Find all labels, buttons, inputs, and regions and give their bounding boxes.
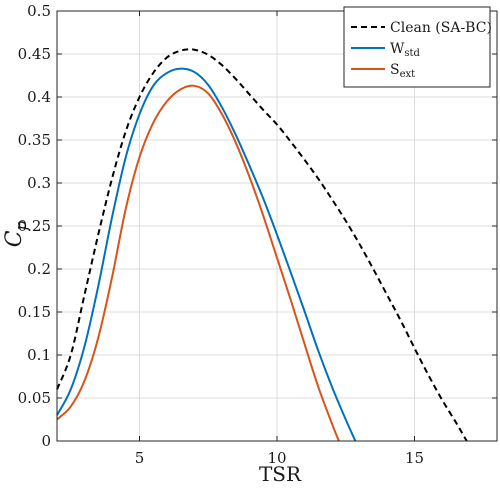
legend-label-wstd-sub: std	[404, 48, 420, 59]
tick-labels: 5 10 15 0 0.05 0.1 0.15 0.2 0.25 0.3 0.35 0.4 0.45 0.…	[18, 2, 424, 467]
legend-label-wstd: Wstd	[390, 41, 421, 59]
legend-entry-clean: Clean (SA-BC)	[351, 20, 492, 36]
x-tick-label-2: 15	[405, 449, 424, 467]
y-tick-label-2: 0.1	[27, 346, 51, 364]
x-tick-label-0: 5	[135, 449, 145, 467]
y-tick-label-1: 0.05	[18, 389, 51, 407]
y-tick-label-10: 0.5	[27, 2, 51, 20]
legend-label-sext: Sext	[390, 62, 415, 80]
legend-entry-sext: Sext	[351, 62, 415, 80]
y-axis-label-sub: p	[12, 220, 30, 230]
series-line-1	[56, 67, 357, 442]
y-axis-label-main: C	[2, 230, 27, 247]
y-tick-label-0: 0	[41, 432, 51, 450]
y-axis-label: Cp	[2, 220, 30, 247]
y-tick-label-5: 0.25	[18, 217, 51, 235]
y-tick-label-7: 0.35	[18, 131, 51, 149]
y-tick-label-6: 0.3	[27, 174, 51, 192]
x-tick-label-1: 10	[267, 449, 286, 467]
legend-label-clean: Clean (SA-BC)	[390, 20, 492, 36]
y-tick-label-4: 0.2	[27, 260, 51, 278]
series-line-0	[56, 48, 468, 442]
y-tick-label-8: 0.4	[27, 88, 51, 106]
x-axis-label: TSR	[259, 462, 302, 486]
legend-label-sext-sub: ext	[400, 69, 416, 80]
tick-marks	[57, 10, 497, 442]
legend-label-sext-main: S	[390, 62, 400, 78]
legend: Clean (SA-BC) Wstd Sext	[343, 6, 492, 88]
y-tick-label-3: 0.15	[18, 303, 51, 321]
legend-entry-wstd: Wstd	[351, 41, 421, 59]
series-line-2	[56, 84, 340, 442]
series-lines	[56, 48, 468, 442]
legend-label-wstd-main: W	[390, 41, 405, 57]
y-tick-label-9: 0.45	[18, 45, 51, 63]
